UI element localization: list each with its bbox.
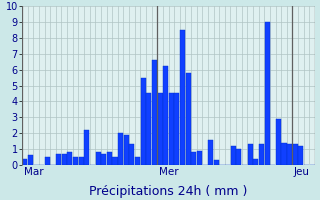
Bar xyxy=(107,152,112,165)
Bar xyxy=(140,78,146,165)
Bar xyxy=(146,93,151,165)
Bar xyxy=(253,159,258,165)
Bar xyxy=(236,149,242,165)
Bar xyxy=(101,154,106,165)
Bar xyxy=(248,144,253,165)
Bar xyxy=(208,140,213,165)
Bar xyxy=(231,146,236,165)
Bar xyxy=(135,157,140,165)
Bar xyxy=(84,130,89,165)
Bar xyxy=(56,154,61,165)
Bar xyxy=(214,160,219,165)
Bar xyxy=(118,133,123,165)
Text: Jeu: Jeu xyxy=(294,167,310,177)
Bar xyxy=(73,157,78,165)
Bar xyxy=(298,146,303,165)
Bar xyxy=(191,152,196,165)
Bar xyxy=(152,60,157,165)
Bar xyxy=(282,143,286,165)
Bar xyxy=(293,144,298,165)
Text: Précipitations 24h ( mm ): Précipitations 24h ( mm ) xyxy=(89,185,248,198)
Bar xyxy=(124,135,129,165)
Bar xyxy=(163,66,168,165)
Bar xyxy=(180,30,185,165)
Bar xyxy=(197,151,202,165)
Bar xyxy=(169,93,174,165)
Bar xyxy=(276,119,281,165)
Bar xyxy=(96,152,100,165)
Bar xyxy=(186,73,191,165)
Bar xyxy=(45,157,50,165)
Bar xyxy=(157,93,163,165)
Bar xyxy=(174,93,180,165)
Bar xyxy=(67,152,72,165)
Bar xyxy=(129,144,134,165)
Bar xyxy=(259,144,264,165)
Bar xyxy=(28,155,33,165)
Bar xyxy=(22,159,27,165)
Bar xyxy=(79,157,84,165)
Bar xyxy=(287,144,292,165)
Text: Mar: Mar xyxy=(24,167,43,177)
Bar xyxy=(265,22,270,165)
Bar xyxy=(62,154,67,165)
Bar xyxy=(112,157,117,165)
Text: Mer: Mer xyxy=(159,167,179,177)
